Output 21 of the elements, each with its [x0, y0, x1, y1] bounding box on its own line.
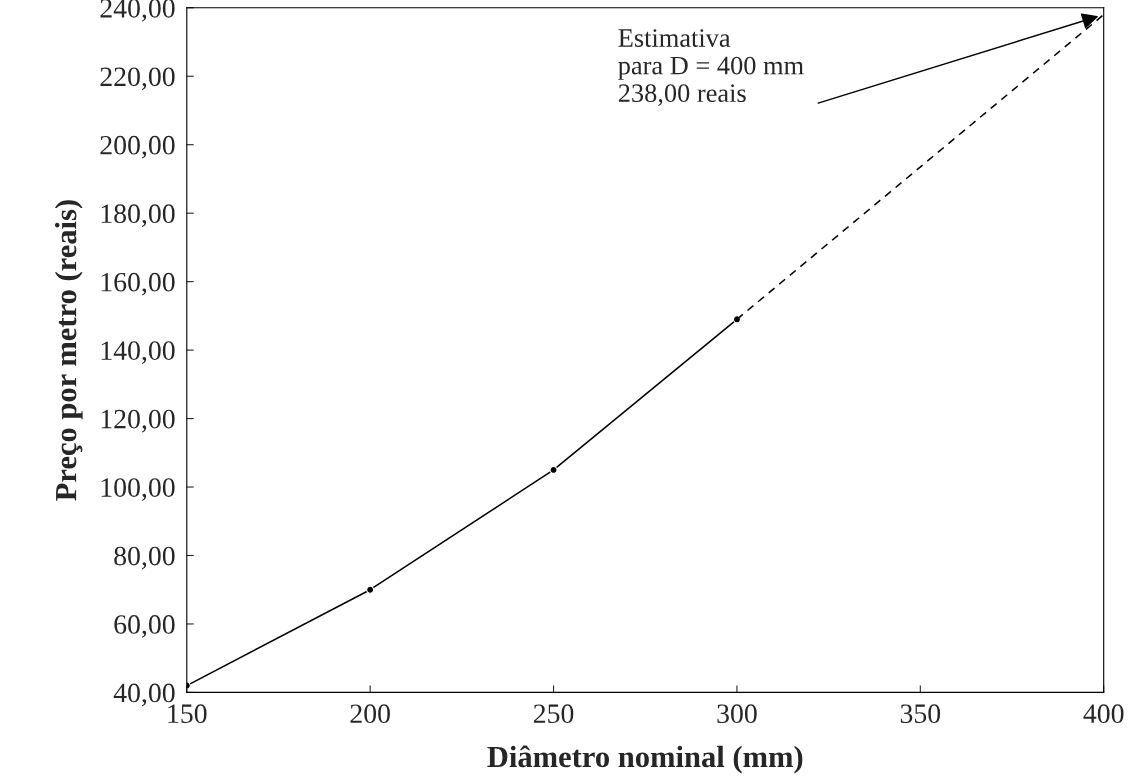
y-tick-label: 160,00: [101, 272, 175, 296]
y-tick-label: 120,00: [101, 409, 175, 433]
y-tick-label: 180,00: [101, 204, 175, 228]
x-axis-title: Diâmetro nominal (mm): [487, 745, 803, 774]
x-tick-label: 200: [350, 704, 390, 724]
y-tick-label: 100,00: [101, 478, 175, 501]
x-tick-label: 250: [533, 704, 574, 724]
x-tick-label: 400: [1083, 704, 1124, 724]
point: [366, 585, 375, 594]
y-tick-label: 40,00: [113, 683, 175, 707]
y-tick-label: 60,00: [114, 615, 175, 638]
y-tick-label: 140,00: [101, 341, 175, 365]
y-axis-title: Preço por metro (reais): [54, 200, 83, 501]
point: [549, 465, 558, 474]
annotation: Estimativa para D = 400 mm 238,00 reais: [618, 29, 804, 106]
x-tick-label: 300: [717, 704, 757, 724]
y-tick-label: 220,00: [100, 67, 175, 91]
x-tick-label: 350: [900, 704, 941, 724]
x-tick-label: 150: [168, 704, 207, 724]
y-tick-label: 80,00: [114, 546, 175, 570]
y-tick-label: 200,00: [100, 135, 175, 159]
